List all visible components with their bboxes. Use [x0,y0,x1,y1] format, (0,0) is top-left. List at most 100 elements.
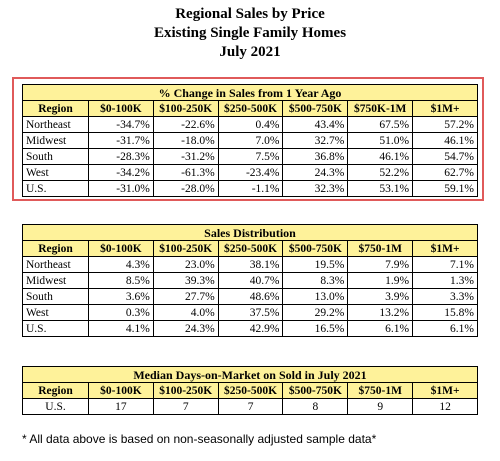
table-caption: Sales Distribution [22,224,478,241]
column-header: $0-100K [88,240,154,257]
value-cell: 6.1% [412,320,478,337]
table-row: South 3.6% 27.7% 48.6% 13.0% 3.9% 3.3% [22,288,478,305]
value-cell: 7 [152,398,219,415]
column-header: $100-250K [152,100,219,117]
value-cell: 59.1% [412,180,478,197]
value-cell: 13.2% [347,304,414,321]
value-cell: 12 [412,398,478,415]
value-cell: -31.0% [88,180,154,197]
region-cell: Northeast [22,116,89,133]
value-cell: 57.2% [412,116,478,133]
value-cell: 36.8% [282,148,349,165]
value-cell: 3.3% [412,288,478,305]
value-cell: 15.8% [412,304,478,321]
table-row: Midwest 8.5% 39.3% 40.7% 8.3% 1.9% 1.3% [22,272,478,289]
table-row: U.S. -31.0% -28.0% -1.1% 32.3% 53.1% 59.1% [22,180,478,197]
value-cell: 7.9% [347,256,414,273]
value-cell: 16.5% [282,320,349,337]
value-cell: 40.7% [217,272,284,289]
value-cell: -18.0% [152,132,219,149]
region-cell: Midwest [22,272,89,289]
value-cell: -34.7% [88,116,154,133]
column-header: Region [22,100,89,117]
value-cell: 37.5% [217,304,284,321]
value-cell: 7.5% [217,148,284,165]
value-cell: 23.0% [152,256,219,273]
value-cell: 7 [217,398,284,415]
region-cell: Northeast [22,256,89,273]
region-cell: Midwest [22,132,89,149]
value-cell: -61.3% [152,164,219,181]
value-cell: -28.3% [88,148,154,165]
column-header: $750-1M [347,382,414,399]
value-cell: -22.6% [152,116,219,133]
column-header: $0-100K [88,382,154,399]
value-cell: 52.2% [347,164,414,181]
table-row: Northeast -34.7% -22.6% 0.4% 43.4% 67.5% 57.2% [22,116,478,133]
column-header: $750-1M [347,240,414,257]
table-row: Northeast 4.3% 23.0% 38.1% 19.5% 7.9% 7.1% [22,256,478,273]
footnote: * All data above is based on non-seasona… [22,432,377,446]
value-cell: 51.0% [347,132,414,149]
value-cell: 24.3% [152,320,219,337]
region-cell: U.S. [22,398,89,415]
value-cell: 46.1% [412,132,478,149]
table-row: Midwest -31.7% -18.0% 7.0% 32.7% 51.0% 46.1% [22,132,478,149]
highlight-box [12,77,484,201]
value-cell: 7.1% [412,256,478,273]
region-cell: U.S. [22,320,89,337]
value-cell: 38.1% [217,256,284,273]
value-cell: 32.3% [282,180,349,197]
value-cell: 54.7% [412,148,478,165]
value-cell: 62.7% [412,164,478,181]
header-row: Region $0-100K $100-250K $250-500K $500-750K… [22,382,478,399]
column-header: $100-250K [152,240,219,257]
header-row: Region $0-100K $100-250K $250-500K $500-750K… [22,100,478,117]
report-title: Regional Sales by Price [175,6,325,22]
column-header: $100-250K [152,382,219,399]
days-on-market-table: Median Days-on-Market on Sold in July 20… [22,366,478,415]
value-cell: -28.0% [152,180,219,197]
region-cell: West [22,304,89,321]
column-header: Region [22,382,89,399]
table-caption: % Change in Sales from 1 Year Ago [22,84,478,101]
value-cell: 8.5% [88,272,154,289]
value-cell: 42.9% [217,320,284,337]
report-date: July 2021 [219,44,281,60]
column-header: $1M+ [412,240,478,257]
table-caption: Median Days-on-Market on Sold in July 20… [22,366,478,383]
column-header: $500-750K [282,382,349,399]
value-cell: 27.7% [152,288,219,305]
value-cell: 8 [282,398,349,415]
value-cell: 6.1% [347,320,414,337]
value-cell: 0.3% [88,304,154,321]
table-row: U.S. 4.1% 24.3% 42.9% 16.5% 6.1% 6.1% [22,320,478,337]
value-cell: -1.1% [217,180,284,197]
value-cell: 4.1% [88,320,154,337]
column-header: $250-500K [217,100,284,117]
table-row: U.S. 17 7 7 8 9 12 [22,398,478,415]
value-cell: 3.6% [88,288,154,305]
region-cell: South [22,148,89,165]
value-cell: 1.3% [412,272,478,289]
report-subtitle: Existing Single Family Homes [153,25,347,41]
column-header: $250-500K [217,240,284,257]
value-cell: -23.4% [217,164,284,181]
value-cell: 39.3% [152,272,219,289]
region-cell: South [22,288,89,305]
value-cell: 17 [88,398,154,415]
value-cell: 43.4% [282,116,349,133]
table-row: West -34.2% -61.3% -23.4% 24.3% 52.2% 62.7% [22,164,478,181]
sales-distribution-table: Sales Distribution Region $0-100K $100-250… [22,224,478,337]
value-cell: 48.6% [217,288,284,305]
region-cell: U.S. [22,180,89,197]
value-cell: -34.2% [88,164,154,181]
value-cell: 19.5% [282,256,349,273]
column-header: $500-750K [282,240,349,257]
value-cell: 13.0% [282,288,349,305]
value-cell: 0.4% [217,116,284,133]
value-cell: 4.0% [152,304,219,321]
value-cell: 8.3% [282,272,349,289]
value-cell: 32.7% [282,132,349,149]
column-header: $0-100K [88,100,154,117]
